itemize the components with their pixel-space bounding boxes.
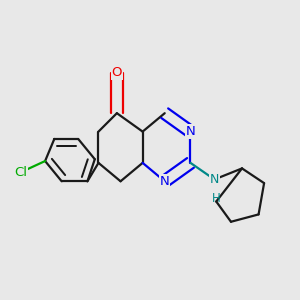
Text: N: N: [186, 125, 195, 138]
Text: H: H: [212, 192, 221, 205]
Text: Cl: Cl: [15, 166, 28, 178]
Text: N: N: [210, 173, 219, 186]
Text: O: O: [112, 66, 122, 79]
Text: N: N: [160, 175, 169, 188]
